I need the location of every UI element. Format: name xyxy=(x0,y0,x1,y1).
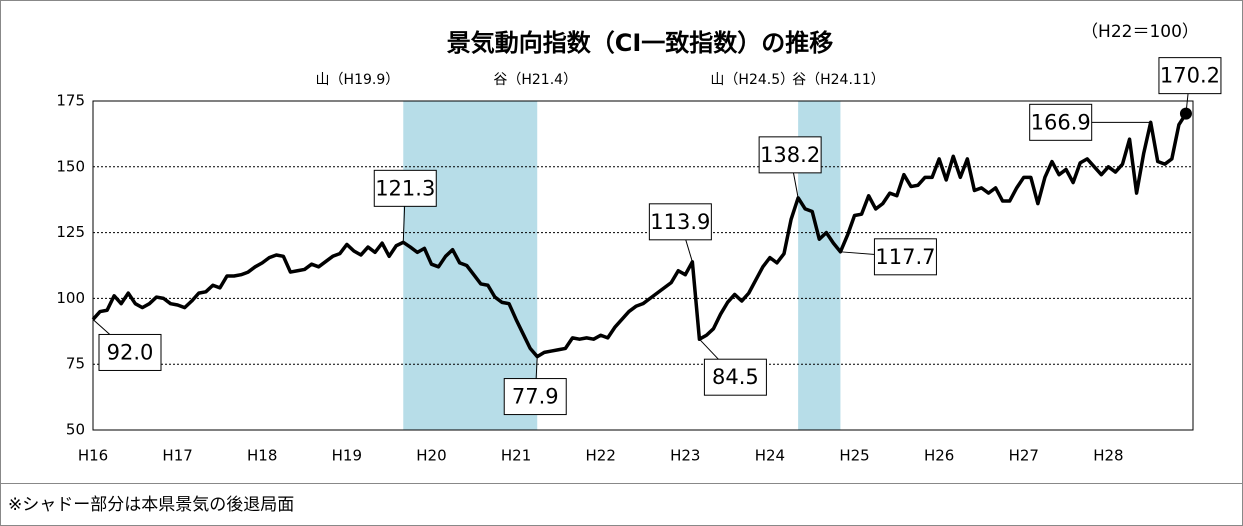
chart-title: 景気動向指数（CI一致指数）の推移 xyxy=(447,29,834,57)
y-tick-label: 175 xyxy=(56,92,85,110)
callout-box xyxy=(1158,57,1222,95)
x-tick-label: H20 xyxy=(416,447,446,465)
plot-border xyxy=(92,100,1194,431)
value-label: 113.9 xyxy=(650,210,710,234)
x-tick-label: H21 xyxy=(501,447,531,465)
recession-end-label: 谷（H21.4） xyxy=(493,72,577,88)
base-note: （H22＝100） xyxy=(1081,22,1199,42)
recession-start-label: 山（H24.5） xyxy=(710,72,794,88)
callout-box xyxy=(373,169,437,207)
callout-box xyxy=(503,378,567,416)
x-tick-label: H18 xyxy=(247,447,277,465)
value-label: 117.7 xyxy=(875,245,935,269)
value-label: 166.9 xyxy=(1031,110,1091,134)
data-line xyxy=(91,112,1188,359)
x-tick-label: H26 xyxy=(924,447,954,465)
value-label: 121.3 xyxy=(375,176,435,200)
x-tick-label: H16 xyxy=(78,447,108,465)
recession-start-label: 山（H19.9） xyxy=(316,72,400,88)
y-tick-label: 75 xyxy=(66,355,85,373)
callout-box xyxy=(703,358,767,396)
value-label: 92.0 xyxy=(107,340,154,364)
y-tick-label: 150 xyxy=(56,157,85,175)
x-tick-label: H22 xyxy=(586,447,616,465)
y-tick-label: 50 xyxy=(66,421,85,439)
x-tick-label: H19 xyxy=(332,447,362,465)
y-tick-label: 100 xyxy=(56,289,85,307)
x-tick-label: H25 xyxy=(839,447,869,465)
callout-box xyxy=(648,203,712,241)
x-tick-label: H27 xyxy=(1009,447,1039,465)
callout-box xyxy=(758,136,822,174)
value-label: 170.2 xyxy=(1160,64,1220,88)
callout-box xyxy=(98,333,162,371)
recession-shade xyxy=(403,101,538,430)
value-label: 138.2 xyxy=(760,143,820,167)
value-label: 77.9 xyxy=(512,385,559,409)
x-tick-label: H17 xyxy=(162,447,192,465)
recession-end-label: 谷（H24.11） xyxy=(792,72,885,88)
footnote: ※シャドー部分は本県景気の後退局面 xyxy=(8,495,294,515)
x-tick-label: H24 xyxy=(755,447,785,465)
y-tick-label: 125 xyxy=(56,223,85,241)
x-tick-label: H23 xyxy=(670,447,700,465)
value-label: 84.5 xyxy=(712,365,759,389)
callout-box xyxy=(873,238,937,276)
callout-box xyxy=(1029,103,1093,141)
x-tick-label: H28 xyxy=(1093,447,1123,465)
